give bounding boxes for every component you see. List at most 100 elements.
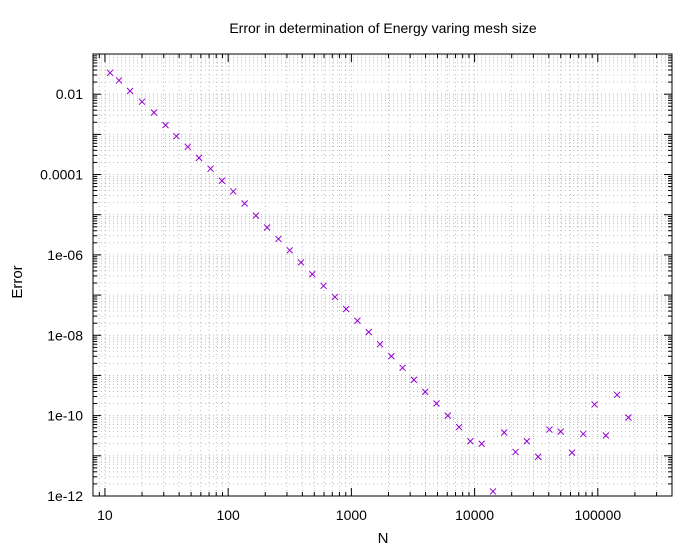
data-point-stroke bbox=[557, 428, 565, 435]
data-point-stroke bbox=[523, 437, 531, 445]
y-tick-label: 1e-08 bbox=[47, 327, 83, 343]
plot-frame bbox=[92, 53, 673, 497]
data-point-stroke bbox=[421, 388, 429, 396]
data-point-stroke bbox=[602, 432, 610, 439]
data-point-stroke bbox=[162, 121, 169, 129]
data-point bbox=[365, 328, 373, 336]
data-point-stroke bbox=[512, 448, 519, 456]
data-point-stroke bbox=[433, 400, 440, 407]
data-point bbox=[534, 453, 542, 461]
data-point-stroke bbox=[115, 77, 123, 84]
data-point bbox=[354, 317, 361, 325]
data-point-stroke bbox=[297, 259, 305, 266]
data-point bbox=[229, 188, 237, 195]
data-point bbox=[138, 98, 146, 106]
data-point-stroke bbox=[207, 165, 214, 173]
data-point-stroke bbox=[106, 69, 114, 77]
grid bbox=[92, 53, 673, 497]
data-point-stroke bbox=[546, 426, 553, 433]
data-point bbox=[308, 270, 316, 278]
data-point-stroke bbox=[410, 376, 418, 384]
data-point bbox=[625, 414, 632, 421]
data-point-stroke bbox=[591, 401, 598, 408]
data-point-stroke bbox=[444, 412, 452, 419]
data-point bbox=[410, 376, 418, 384]
x-tick-label: 100 bbox=[216, 507, 240, 523]
data-point-stroke bbox=[320, 282, 327, 290]
data-point bbox=[126, 87, 134, 95]
data-point bbox=[162, 121, 169, 129]
data-point bbox=[150, 109, 158, 116]
data-points bbox=[106, 69, 632, 495]
data-point-stroke bbox=[399, 364, 406, 372]
data-point-stroke bbox=[275, 235, 282, 243]
x-axis-label: N bbox=[378, 530, 389, 547]
data-point bbox=[500, 429, 508, 436]
data-point bbox=[399, 364, 406, 372]
data-point bbox=[106, 69, 114, 77]
data-point-stroke bbox=[455, 423, 463, 431]
y-tick-label: 1e-12 bbox=[47, 488, 83, 504]
data-point bbox=[263, 224, 271, 231]
data-point bbox=[444, 412, 452, 419]
data-point bbox=[478, 440, 486, 448]
data-point-stroke bbox=[241, 200, 248, 207]
data-point-stroke bbox=[195, 154, 203, 162]
y-tick-label: 1e-06 bbox=[47, 247, 83, 263]
data-point-stroke bbox=[286, 246, 294, 254]
data-point-stroke bbox=[568, 449, 576, 456]
data-point bbox=[376, 340, 384, 348]
data-point bbox=[286, 246, 294, 254]
data-point bbox=[467, 437, 474, 445]
data-point-stroke bbox=[534, 453, 542, 461]
x-tick-label: 10000 bbox=[455, 507, 494, 523]
data-point bbox=[523, 437, 531, 445]
data-point bbox=[218, 177, 226, 185]
data-point-stroke bbox=[126, 87, 134, 95]
data-point bbox=[387, 352, 395, 360]
data-point bbox=[455, 423, 463, 431]
y-tick-label: 0.0001 bbox=[40, 167, 83, 183]
data-point bbox=[342, 305, 350, 313]
data-point-stroke bbox=[308, 270, 316, 278]
data-point bbox=[331, 293, 339, 301]
data-point bbox=[602, 432, 610, 439]
data-point-stroke bbox=[489, 488, 497, 495]
data-point-stroke bbox=[229, 188, 237, 195]
data-point bbox=[557, 428, 565, 435]
y-tick-label: 0.01 bbox=[56, 86, 83, 102]
data-point bbox=[433, 400, 440, 407]
data-point bbox=[512, 448, 519, 456]
data-point-stroke bbox=[331, 293, 339, 301]
data-point bbox=[241, 200, 248, 207]
data-point-stroke bbox=[365, 328, 373, 336]
data-point bbox=[568, 449, 576, 456]
y-axis-label: Error bbox=[9, 265, 26, 298]
x-tick-label: 1000 bbox=[336, 507, 367, 523]
data-point-stroke bbox=[173, 132, 180, 140]
data-point bbox=[489, 488, 497, 495]
data-point bbox=[421, 388, 429, 396]
data-point bbox=[195, 154, 203, 162]
data-point bbox=[115, 77, 123, 84]
data-point bbox=[207, 165, 214, 173]
data-point bbox=[546, 426, 553, 433]
data-point bbox=[613, 391, 621, 399]
y-tick-label: 1e-10 bbox=[47, 408, 83, 424]
ticks: 10 100 1000 10000 100000 1e-12 1e-10 1e-08 1e-06… bbox=[40, 53, 673, 523]
data-point-stroke bbox=[342, 305, 350, 313]
x-tick-label: 10 bbox=[97, 507, 113, 523]
data-point-stroke bbox=[613, 391, 621, 399]
data-point-stroke bbox=[579, 430, 587, 438]
data-point-stroke bbox=[354, 317, 361, 325]
data-point bbox=[579, 430, 587, 438]
x-tick-label: 100000 bbox=[574, 507, 621, 523]
data-point-stroke bbox=[218, 177, 226, 185]
data-point-stroke bbox=[184, 143, 192, 151]
data-point bbox=[591, 401, 598, 408]
data-point-stroke bbox=[500, 429, 508, 436]
data-point bbox=[320, 282, 327, 290]
data-point bbox=[297, 259, 305, 266]
data-point bbox=[252, 212, 260, 219]
